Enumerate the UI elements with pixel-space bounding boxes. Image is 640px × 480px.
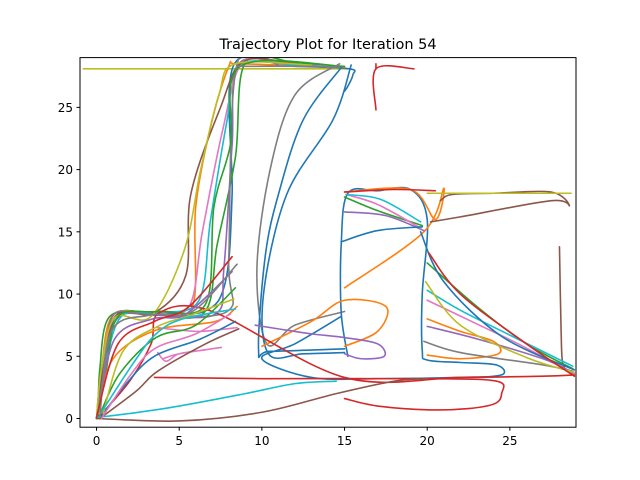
trajectory-line-4 <box>95 60 346 420</box>
trajectory-line-29 <box>156 326 238 333</box>
trajectory-line-42 <box>340 226 424 243</box>
trajectory-line-5 <box>97 57 343 420</box>
trajectory-line-16 <box>261 64 352 360</box>
trajectory-line-13 <box>236 65 346 69</box>
trajectory-line-21 <box>429 190 571 223</box>
trajectory-line-54 <box>95 255 233 419</box>
trajectory-line-37 <box>419 231 576 371</box>
trajectory-line-12 <box>95 59 346 420</box>
x-tick-label: 20 <box>420 434 435 448</box>
trajectory-line-19 <box>261 298 389 348</box>
trajectory-line-24 <box>153 376 505 411</box>
trajectory-line-43 <box>343 188 437 193</box>
y-tick-label: 15 <box>58 225 73 239</box>
trajectory-line-48 <box>99 328 240 420</box>
trajectory-line-36 <box>424 280 576 374</box>
plot-frame <box>79 57 577 428</box>
trajectory-line-52 <box>100 313 232 420</box>
trajectory-line-15 <box>257 66 346 359</box>
trajectory-line-25 <box>99 304 576 417</box>
trajectory-line-39 <box>343 196 424 227</box>
trajectory-line-20 <box>426 318 502 360</box>
y-tick-label: 10 <box>58 288 73 302</box>
y-tick-label: 25 <box>58 101 73 115</box>
series-layer <box>82 57 576 422</box>
trajectory-line-14 <box>256 63 346 347</box>
trajectory-line-44 <box>345 193 422 223</box>
trajectory-line-51 <box>99 308 237 416</box>
trajectory-line-46 <box>99 287 237 416</box>
x-tick-label: 25 <box>502 434 517 448</box>
trajectory-line-27 <box>97 380 338 419</box>
trajectory-line-18 <box>343 187 445 289</box>
x-tick-label: 5 <box>175 434 183 448</box>
x-tick-label: 10 <box>254 434 269 448</box>
y-tick-label: 0 <box>65 412 73 426</box>
y-tick-label: 5 <box>65 350 73 364</box>
trajectory-line-1 <box>372 64 415 111</box>
x-tick-label: 0 <box>93 434 101 448</box>
trajectory-line-49 <box>102 298 235 415</box>
y-axis: 0 5 10 15 20 25 <box>58 101 80 426</box>
trajectory-line-33 <box>426 325 574 374</box>
trajectory-line-26 <box>95 377 428 422</box>
trajectory-line-23 <box>558 245 576 376</box>
trajectory-line-41 <box>345 193 422 229</box>
y-tick-label: 20 <box>58 163 73 177</box>
x-tick-label: 15 <box>337 434 352 448</box>
trajectory-line-28 <box>156 346 223 363</box>
trajectory-line-53 <box>99 263 238 417</box>
trajectory-line-50 <box>97 270 233 414</box>
trajectory-line-10 <box>95 57 280 420</box>
trajectory-line-34 <box>426 289 574 368</box>
chart-title: Trajectory Plot for Iteration 54 <box>218 37 436 53</box>
trajectory-line-17 <box>261 186 506 381</box>
x-axis: 0 5 10 15 20 25 <box>93 427 518 448</box>
trajectory-line-30 <box>254 324 387 360</box>
trajectory-line-38 <box>428 252 576 377</box>
trajectory-line-11 <box>95 61 313 420</box>
